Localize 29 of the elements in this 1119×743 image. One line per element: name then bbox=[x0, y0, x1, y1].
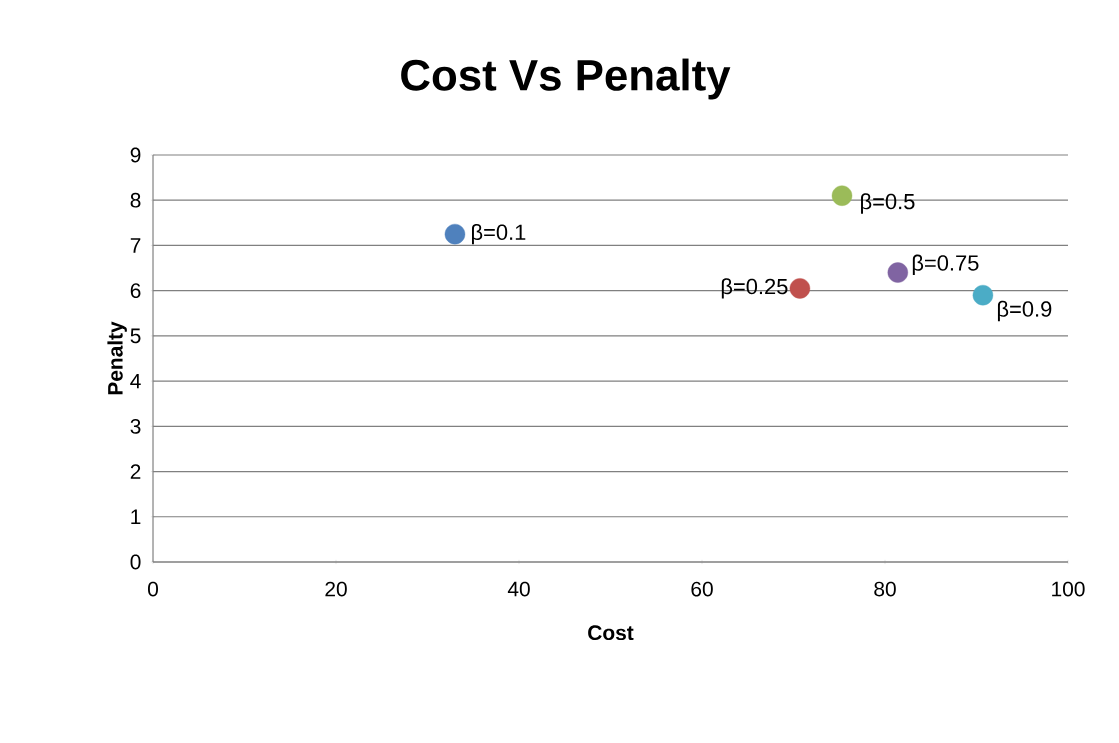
y-tick-label: 2 bbox=[130, 464, 141, 479]
series-label: β=0.9 bbox=[997, 300, 1052, 322]
point bbox=[444, 223, 466, 245]
y-tick-label: 7 bbox=[130, 238, 141, 253]
y-axis-title: Penalty bbox=[107, 321, 127, 395]
point bbox=[972, 284, 994, 306]
x-tick-label: 40 bbox=[507, 581, 530, 597]
point bbox=[887, 262, 909, 283]
y-tick-label: 5 bbox=[130, 328, 141, 344]
y-tick-label: 4 bbox=[130, 373, 141, 389]
x-axis-title: Cost bbox=[588, 625, 634, 641]
series-label: β=0.75 bbox=[912, 254, 979, 276]
y-tick-label: 8 bbox=[130, 192, 141, 208]
series-label: β=0.1 bbox=[472, 223, 526, 245]
x-tick-label: 0 bbox=[148, 581, 158, 597]
x-tick-label: 80 bbox=[874, 581, 896, 597]
y-tick-label: 1 bbox=[131, 509, 141, 524]
series-label: β=0.5 bbox=[861, 193, 915, 214]
x-tick-label: 100 bbox=[1052, 581, 1085, 597]
y-tick-label: 9 bbox=[130, 147, 141, 163]
y-tick-label: 6 bbox=[130, 283, 141, 299]
x-tick-label: 20 bbox=[325, 581, 347, 597]
y-tick-label: 0 bbox=[130, 554, 141, 570]
chart-title: Cost Vs Penalty bbox=[401, 58, 731, 100]
x-tick-label: 60 bbox=[691, 581, 713, 597]
point bbox=[789, 278, 811, 299]
point bbox=[831, 185, 853, 206]
series-label: β=0.25 bbox=[721, 278, 788, 299]
y-tick-label: 3 bbox=[130, 418, 141, 434]
